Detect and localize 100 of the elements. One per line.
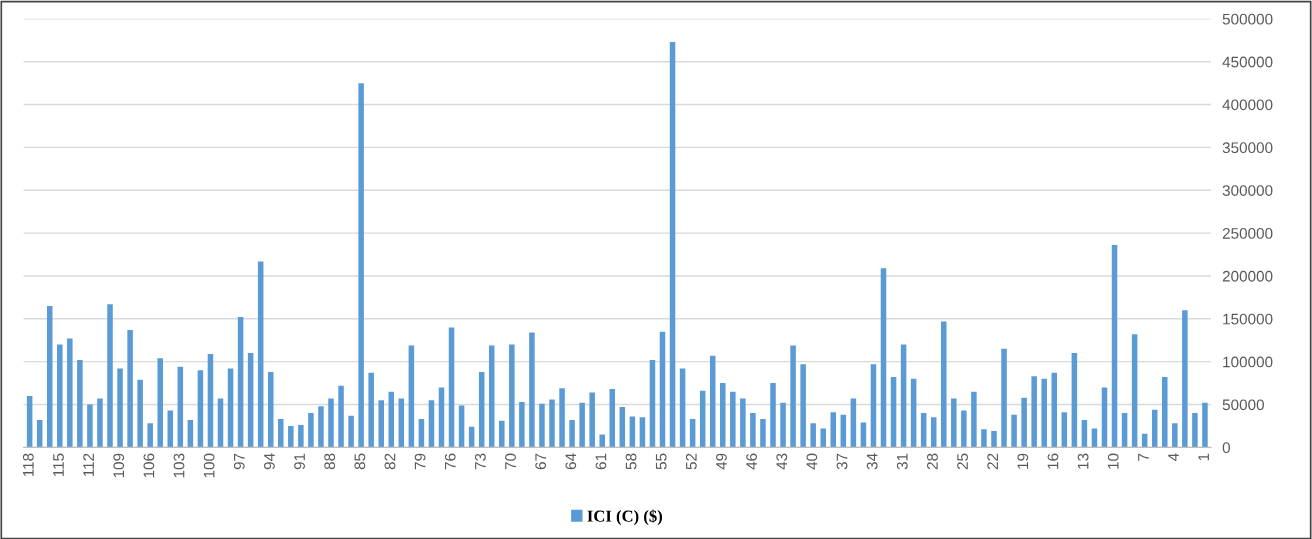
bar: [177, 366, 184, 448]
bar: [559, 388, 565, 448]
x-tick-label: 88: [324, 453, 336, 470]
bar: [961, 410, 967, 448]
bar: [478, 371, 485, 448]
legend-label: ICI (C) ($): [587, 509, 663, 526]
bar: [1051, 372, 1058, 448]
x-tick-label: 85: [354, 453, 366, 470]
y-tick-label: 150000: [1223, 313, 1273, 325]
bar: [267, 371, 274, 448]
x-tick-label: 112: [83, 453, 94, 477]
bar: [770, 383, 776, 448]
x-tick-label: 19: [1017, 453, 1029, 469]
bar: [981, 429, 987, 448]
bar: [780, 402, 786, 448]
bar: [830, 412, 837, 448]
x-tick-label: 67: [535, 453, 547, 470]
bar: [709, 355, 716, 448]
bar: [649, 359, 656, 448]
x-tick-label: 115: [53, 453, 64, 477]
x-tick-label: 16: [1047, 453, 1059, 469]
bar: [991, 431, 997, 448]
bar: [67, 338, 73, 448]
bar: [790, 345, 796, 448]
bar: [288, 425, 294, 448]
x-tick-label: 82: [384, 453, 396, 470]
x-tick-label: 40: [806, 453, 818, 470]
bar: [488, 345, 495, 448]
bar: [810, 423, 816, 448]
bar: [1192, 413, 1198, 448]
bar: [26, 395, 33, 448]
bar: [368, 372, 374, 448]
bar: [247, 353, 254, 448]
y-tick-label: 100000: [1223, 356, 1273, 368]
bar: [278, 419, 284, 448]
bar: [920, 413, 927, 448]
bar: [207, 353, 214, 448]
bar: [689, 419, 696, 448]
bar: [117, 368, 123, 448]
bar: [740, 398, 746, 448]
y-tick-label: 450000: [1222, 56, 1273, 68]
x-tick-label: 79: [414, 453, 426, 470]
bar: [569, 419, 575, 448]
bar: [458, 405, 465, 448]
x-tick-label: 76: [444, 453, 456, 470]
x-tick-label: 52: [685, 453, 697, 470]
bar: [428, 400, 435, 448]
x-tick-label: 4: [1168, 453, 1179, 462]
bar: [800, 364, 806, 448]
x-tick-label: 109: [113, 453, 125, 478]
bar: [77, 359, 83, 448]
y-tick-label: 500000: [1222, 13, 1273, 25]
x-tick-label: 118: [22, 453, 34, 477]
bar: [1202, 402, 1208, 448]
x-tick-label: 94: [264, 453, 275, 470]
bar: [1172, 423, 1178, 448]
y-tick-label: 200000: [1222, 270, 1273, 282]
bar: [1182, 310, 1188, 448]
bar: [298, 425, 304, 448]
bar: [237, 317, 244, 448]
x-tick-label: 73: [474, 453, 486, 470]
bar: [549, 399, 555, 448]
bar: [57, 344, 63, 448]
bar: [820, 428, 826, 448]
bar: [579, 402, 585, 448]
bar: [529, 332, 535, 448]
bar: [930, 417, 937, 448]
x-tick-label: 100: [203, 453, 215, 478]
bar: [1121, 413, 1128, 448]
bar: [438, 387, 445, 448]
bar: [941, 321, 947, 448]
x-tick-label: 10: [1107, 453, 1119, 469]
bar: [46, 305, 53, 448]
bar: [308, 413, 314, 448]
bar: [318, 406, 324, 448]
x-tick-label: 28: [927, 453, 938, 470]
x-tick-label: 64: [565, 453, 577, 470]
bar: [539, 403, 545, 448]
bar: [328, 398, 334, 448]
bar: [971, 391, 977, 448]
bar: [348, 415, 354, 448]
x-tick-label: 106: [143, 453, 155, 478]
bar: [147, 423, 153, 448]
x-tick-label: 1: [1198, 453, 1209, 461]
bar: [408, 345, 415, 448]
y-tick-label: 250000: [1222, 227, 1273, 239]
bar: [378, 400, 384, 448]
bar: [1131, 334, 1138, 448]
bar: [1001, 348, 1007, 448]
bar: [1162, 377, 1168, 448]
bar: [1101, 387, 1108, 448]
bar: [669, 42, 676, 448]
bar: [900, 344, 907, 448]
bar: [127, 329, 133, 448]
bar: [197, 370, 204, 448]
bar: [448, 327, 455, 448]
bar: [760, 419, 766, 448]
x-tick-label: 25: [957, 453, 968, 470]
bar: [890, 377, 897, 448]
x-tick-label: 22: [987, 453, 998, 470]
